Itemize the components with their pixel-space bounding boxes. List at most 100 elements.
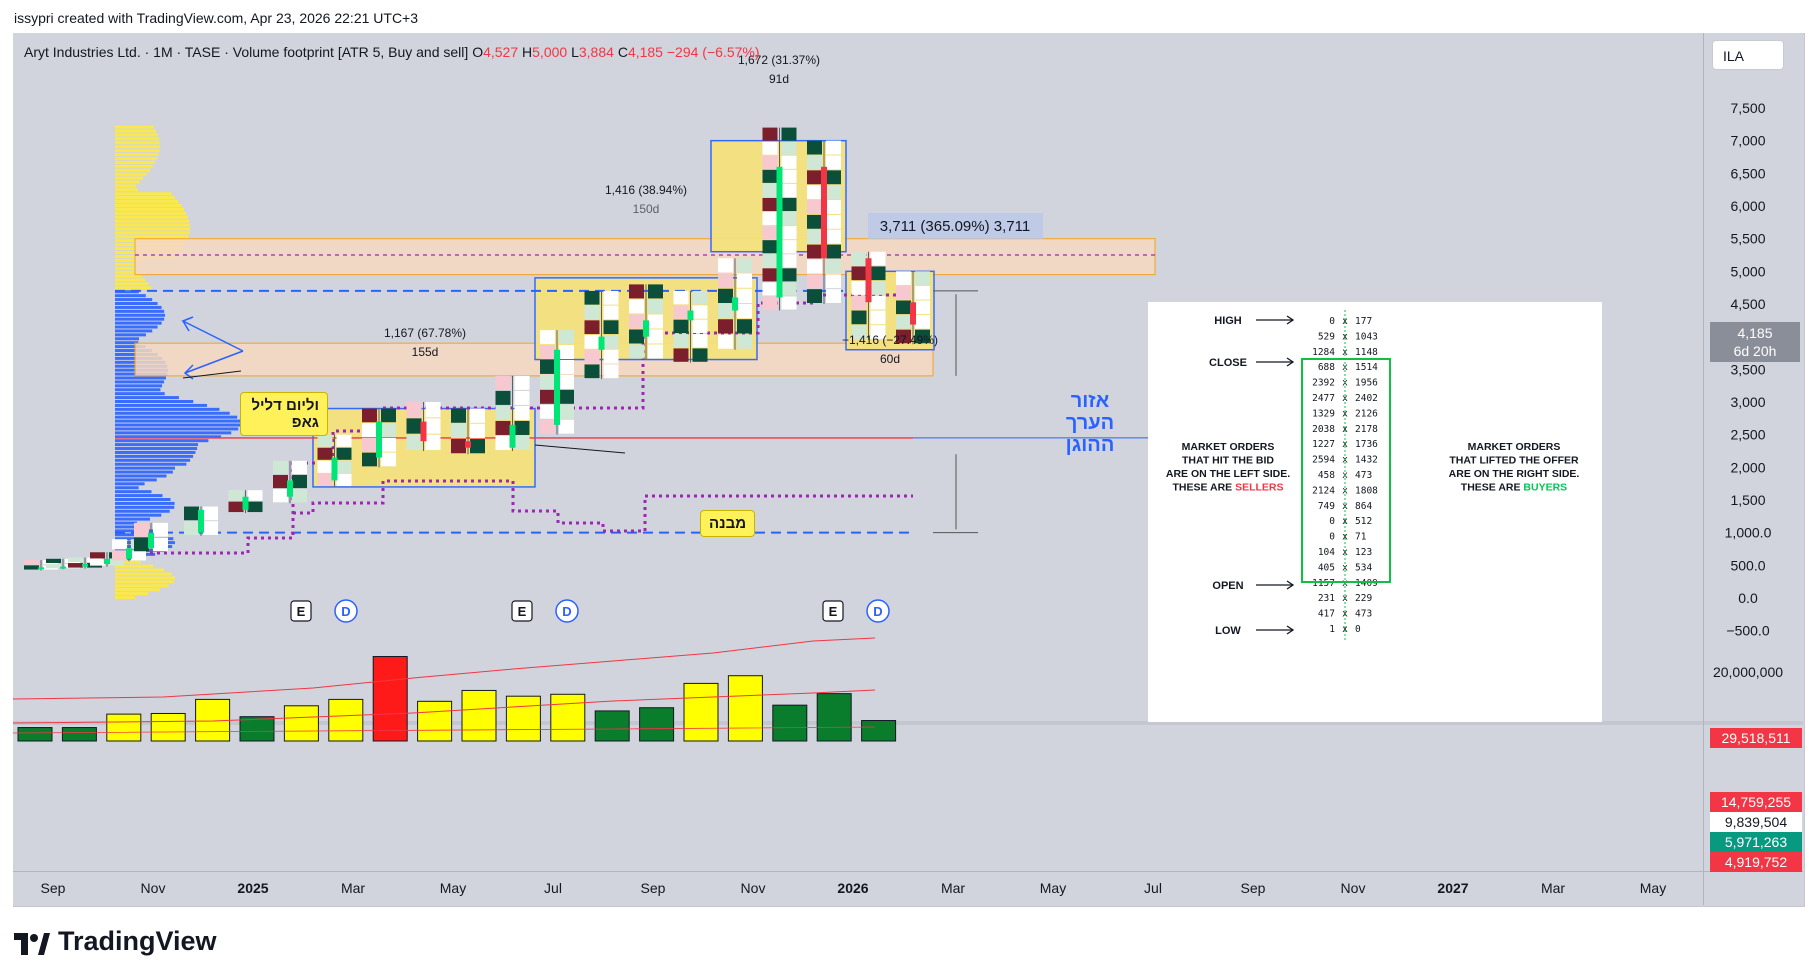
volume-profile-bin: [115, 521, 138, 525]
volume-profile-bin: [115, 156, 158, 160]
footprint-cell-bid: [762, 240, 778, 254]
footprint-cell-bid: [112, 539, 127, 550]
candle: [317, 434, 352, 487]
top-range-label: 1,672 (31.37%): [738, 53, 820, 67]
bid-volume: 0: [1329, 316, 1335, 327]
volume-profile-bin: [115, 415, 238, 419]
ask-volume: 123: [1355, 547, 1372, 558]
candle-body: [776, 166, 783, 298]
footprint-cell-ask: [826, 200, 841, 214]
left-note-line: ARE ON THE LEFT SIDE.: [1166, 468, 1290, 480]
footprint-cell-ask: [514, 390, 530, 405]
footprint-cell-ask: [425, 434, 441, 450]
footprint-cell-bid: [851, 295, 867, 310]
resistance-zone: [134, 238, 1156, 276]
footprint-cell-ask: [781, 155, 797, 169]
footprint-cell-bid: [718, 319, 733, 334]
time-tick-label: May: [1040, 880, 1066, 896]
currency-button[interactable]: ILA: [1712, 40, 1784, 70]
footprint-cell-bid: [317, 473, 333, 486]
footprint-cell-bid: [807, 289, 822, 303]
volume-bar: [61, 727, 97, 742]
volume-profile-bin: [115, 419, 242, 423]
footprint-cell-bid: [762, 197, 778, 212]
volume-profile-bin: [115, 305, 162, 309]
footprint-cell-ask: [915, 329, 930, 344]
low-days-label: 155d: [412, 345, 439, 359]
volume-profile-bin: [115, 274, 142, 278]
footprint-cell-ask: [915, 300, 930, 315]
volume-profile-bin: [115, 290, 139, 294]
footprint-cell-bid: [807, 244, 822, 259]
row-separator: x: [1342, 624, 1348, 635]
earnings-icon: E: [822, 600, 844, 622]
footprint-cell-bid: [540, 419, 555, 434]
volume-ma-upper: [13, 637, 876, 700]
footprint-cell-ask: [692, 334, 708, 348]
footprint-cell-ask: [826, 170, 841, 185]
volume-profile-bin: [115, 403, 208, 407]
volume-profile-bin: [115, 564, 154, 568]
tradingview-logo[interactable]: TradingView: [14, 926, 217, 957]
time-tick-label: Mar: [941, 880, 965, 896]
volume-profile-bin: [115, 509, 170, 513]
volume-profile-bin: [115, 470, 173, 474]
volume-profile-bin: [115, 192, 172, 196]
footprint-cell-bid: [896, 329, 911, 344]
footprint-cell-bid: [629, 284, 644, 299]
bid-volume: 2038: [1312, 424, 1335, 435]
volume-profile-bin: [115, 450, 196, 454]
right-range-label: −1,416 (−27.49%): [842, 333, 938, 347]
footprint-cell-ask: [203, 521, 218, 535]
volume-bar: [328, 698, 364, 742]
footprint-cell-ask: [559, 345, 574, 359]
footprint-cell-bid: [718, 258, 733, 273]
volume-tag-ma: 14,759,255: [1710, 792, 1802, 812]
volume-profile-bin: [115, 439, 209, 443]
footprint-cell-bid: [540, 389, 555, 404]
price-tick-label: 5,500: [1730, 231, 1765, 247]
footprint-cell-bid: [807, 155, 822, 170]
footprint-cell-bid: [228, 490, 244, 501]
footprint-cell-ask: [870, 295, 886, 310]
volume-profile-bin: [115, 258, 144, 262]
footprint-cell-ask: [737, 319, 752, 334]
bid-volume: 688: [1318, 362, 1335, 373]
candle: [851, 251, 886, 340]
candle: [629, 284, 663, 360]
volume-profile-bin: [115, 286, 152, 290]
arrowhead-close: [1286, 357, 1295, 367]
volume-profile-bin: [115, 505, 175, 509]
footprint-cell-ask: [470, 408, 485, 423]
volume-profile-bin: [115, 282, 149, 286]
price-tick-label: 500.0: [1730, 557, 1765, 573]
footprint-cell-bid: [807, 200, 822, 214]
footprint-cell-bid: [112, 550, 127, 561]
footprint-cell-bid: [406, 418, 422, 434]
volume-profile-bin: [115, 223, 190, 227]
time-tick-label: Mar: [1541, 880, 1565, 896]
footprint-cell-ask: [514, 435, 530, 450]
bid-volume: 749: [1318, 501, 1335, 512]
time-tick-label: Jul: [544, 880, 562, 896]
arrowhead-open: [1286, 580, 1295, 590]
footprint-cell-bid: [762, 183, 778, 197]
volume-profile-bin: [115, 313, 166, 317]
volume-axis-label: 20,000,000: [1713, 664, 1783, 680]
chart-canvas[interactable]: 7,5007,0006,5006,0005,5005,0004,5004,000…: [13, 33, 1803, 905]
row-separator: x: [1342, 347, 1348, 358]
ask-volume: 1808: [1355, 485, 1378, 496]
ask-volume: 473: [1355, 609, 1372, 620]
last-price-value: 4,185: [1737, 325, 1773, 341]
footprint-cell-bid: [584, 364, 600, 379]
legend-low: 3,884: [578, 44, 614, 60]
volume-profile-bin: [115, 141, 160, 145]
price-tick-label: 7,500: [1730, 100, 1765, 116]
volume-profile-bin: [115, 568, 164, 572]
footprint-cell-bid: [762, 141, 778, 155]
volume-profile-bin: [115, 294, 146, 298]
footprint-cell-ask: [603, 305, 619, 320]
bid-volume: 2594: [1312, 455, 1335, 466]
bid-volume: 1284: [1312, 347, 1335, 358]
volume-profile-bin: [115, 188, 138, 192]
